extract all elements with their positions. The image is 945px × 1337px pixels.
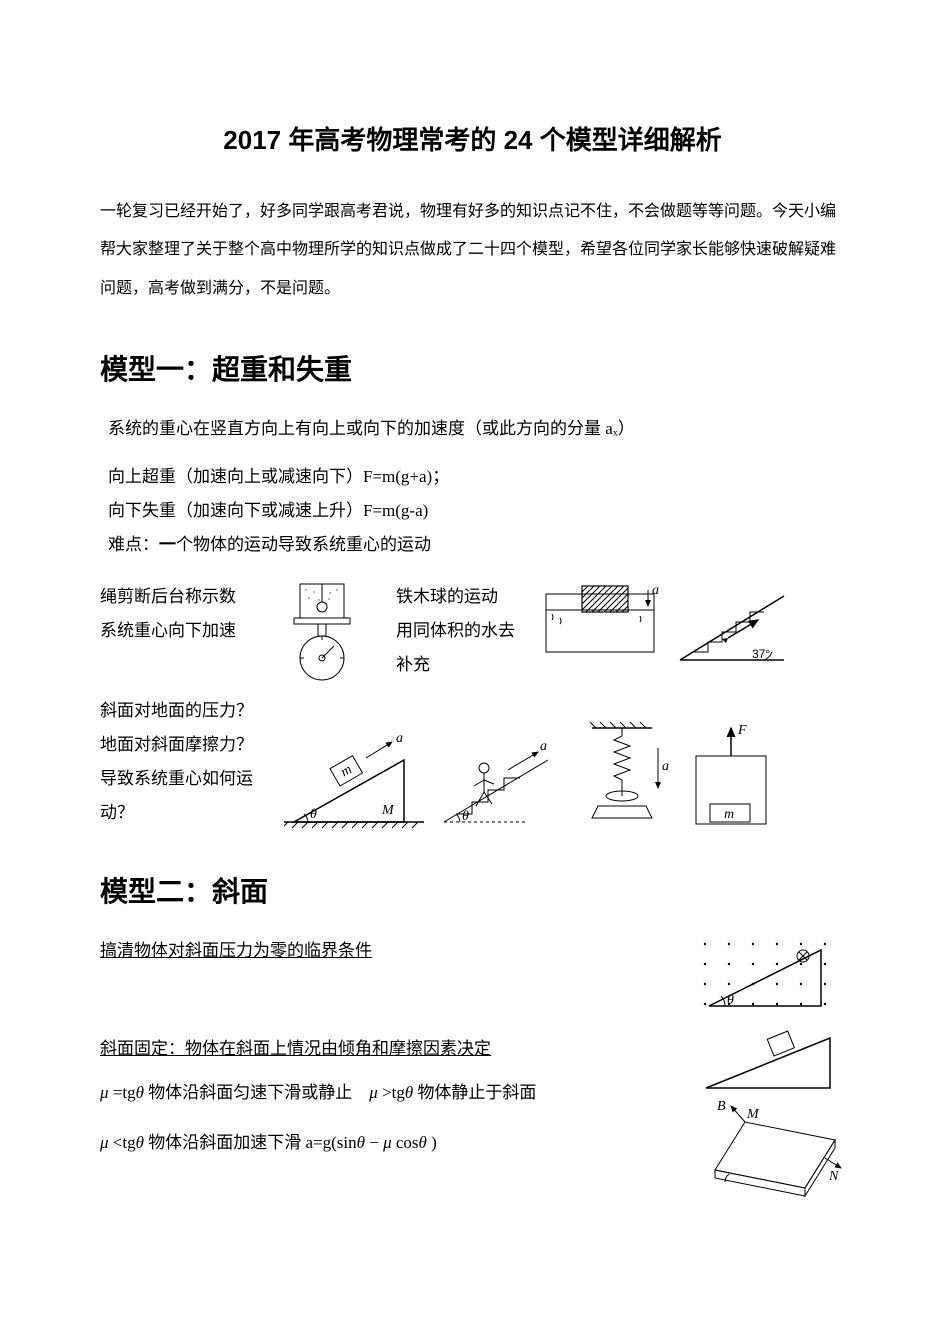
- m1-d2b: 用同体积的水去补充: [396, 614, 526, 682]
- m2-N: N: [828, 1169, 839, 1184]
- diagram-3d-wedge: B M N: [695, 1100, 845, 1200]
- m2-line1: 搞清物体对斜面压力为零的临界条件: [100, 934, 681, 968]
- diagram-scale: [274, 580, 374, 690]
- label-M: M: [381, 803, 395, 818]
- diagram-dots-triangle: θ: [695, 934, 845, 1024]
- diagram-tank: a: [540, 580, 660, 660]
- m1-d3a: 斜面对地面的压力？: [100, 694, 270, 728]
- label-a3: a: [540, 739, 547, 754]
- model1-body: 系统的重心在竖直方向上有向上或向下的加速度（或此方向的分量 aₓ） 向上超重（加…: [100, 412, 845, 830]
- m1-line2: 向上超重（加速向上或减速向下）F=m(g+a)；: [108, 460, 845, 494]
- label-m2: m: [724, 807, 734, 822]
- m2-line4: μ <tgθ 物体沿斜面加速下滑 a=g(sinθ − μ cosθ ): [100, 1126, 681, 1160]
- page-title: 2017 年高考物理常考的 24 个模型详细解析: [100, 120, 845, 157]
- diagram-spring: a: [572, 720, 672, 830]
- intro-paragraph: 一轮复习已经开始了，好多同学跟高考君说，物理有好多的知识点记不住，不会做题等等问…: [100, 193, 845, 308]
- m1-d1b: 系统重心向下加速: [100, 614, 260, 648]
- m1-line4: 难点：一个物体的运动导致系统重心的运动: [108, 528, 845, 562]
- diagram-person-stairs: a θ: [438, 730, 558, 830]
- m2-line3: μ =tgθ 物体沿斜面匀速下滑或静止 μ >tgθ 物体静止于斜面: [100, 1076, 681, 1110]
- model1-heading: 模型一：超重和失重: [100, 348, 845, 388]
- m2-B: B: [717, 1100, 726, 1114]
- label-F: F: [737, 723, 747, 738]
- model2-heading: 模型二：斜面: [100, 870, 845, 910]
- label-m: m: [338, 762, 354, 780]
- m1-line1: 系统的重心在竖直方向上有向上或向下的加速度（或此方向的分量 aₓ）: [108, 412, 845, 446]
- diagram-stairs37: 37°: [674, 580, 794, 670]
- m2-theta: θ: [727, 993, 734, 1008]
- diagram-wedge-box: [695, 1024, 845, 1094]
- m1-d3c: 导致系统重心如何运动？: [100, 762, 270, 830]
- m1-d3b: 地面对斜面摩擦力？: [100, 728, 270, 762]
- m1-d2a: 铁木球的运动: [396, 580, 526, 614]
- model2-body: 搞清物体对斜面压力为零的临界条件 θ: [100, 934, 845, 1200]
- label-37: 37°: [752, 647, 770, 661]
- label-theta2: θ: [462, 809, 469, 824]
- label-a4: a: [662, 759, 669, 774]
- label-a2: a: [396, 731, 403, 746]
- m1-line3: 向下失重（加速向下或减速上升）F=m(g-a): [108, 494, 845, 528]
- m2-line2: 斜面固定：物体在斜面上情况由倾角和摩擦因素决定: [100, 1032, 681, 1066]
- diagram-F-box: m F: [686, 720, 776, 830]
- diagram-incline-block: m a M θ: [284, 730, 424, 830]
- label-a: a: [652, 583, 659, 598]
- m1-d1a: 绳剪断后台称示数: [100, 580, 260, 614]
- m2-M: M: [746, 1107, 760, 1122]
- label-theta: θ: [310, 807, 317, 822]
